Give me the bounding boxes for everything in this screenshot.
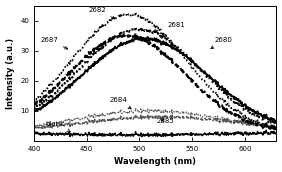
Text: 2684: 2684: [109, 97, 131, 109]
Text: 2680: 2680: [211, 37, 233, 49]
X-axis label: Wavelength (nm): Wavelength (nm): [114, 157, 196, 166]
Text: 2681: 2681: [153, 22, 185, 32]
Y-axis label: Intensity (a.u.): Intensity (a.u.): [6, 38, 15, 109]
Text: blank: blank: [45, 121, 70, 132]
Text: 2685: 2685: [157, 118, 175, 124]
Text: 2687: 2687: [41, 37, 68, 49]
Text: 2682: 2682: [88, 7, 115, 19]
